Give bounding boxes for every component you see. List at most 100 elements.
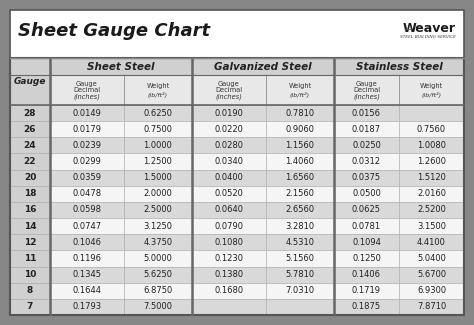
Bar xyxy=(266,121,334,137)
Bar xyxy=(192,202,266,218)
Bar xyxy=(124,75,192,105)
Bar xyxy=(10,299,50,315)
Bar xyxy=(124,202,192,218)
Bar xyxy=(266,299,334,315)
Bar xyxy=(399,299,464,315)
Bar xyxy=(10,250,50,266)
Bar xyxy=(50,250,124,266)
Text: 4.3750: 4.3750 xyxy=(144,238,173,247)
Bar xyxy=(50,186,124,202)
Text: 22: 22 xyxy=(24,157,36,166)
Text: Sheet Steel: Sheet Steel xyxy=(87,61,155,72)
Bar xyxy=(192,299,266,315)
Text: 14: 14 xyxy=(24,222,36,231)
Text: Decimal: Decimal xyxy=(353,87,380,93)
Text: 5.6250: 5.6250 xyxy=(144,270,173,279)
Bar xyxy=(50,218,124,234)
Bar xyxy=(266,250,334,266)
Text: STEEL BUILDING SERVICE: STEEL BUILDING SERVICE xyxy=(400,35,456,39)
Text: 0.0500: 0.0500 xyxy=(352,189,381,198)
Text: Gauge: Gauge xyxy=(356,81,377,87)
Text: 0.1380: 0.1380 xyxy=(214,270,244,279)
Bar xyxy=(192,105,266,121)
Text: 11: 11 xyxy=(24,254,36,263)
Text: (lb/ft²): (lb/ft²) xyxy=(290,92,310,98)
Text: —: — xyxy=(404,25,412,34)
Text: 0.1080: 0.1080 xyxy=(215,238,244,247)
Text: 0.7810: 0.7810 xyxy=(285,109,315,118)
Bar xyxy=(334,121,399,137)
Text: 0.0340: 0.0340 xyxy=(215,157,244,166)
Bar xyxy=(266,170,334,186)
Bar xyxy=(50,202,124,218)
Text: 26: 26 xyxy=(24,125,36,134)
Bar xyxy=(266,153,334,170)
Text: 0.0299: 0.0299 xyxy=(73,157,101,166)
Bar xyxy=(399,283,464,299)
Bar xyxy=(266,234,334,250)
Bar xyxy=(192,170,266,186)
Bar xyxy=(50,58,192,75)
Text: 0.0400: 0.0400 xyxy=(215,173,244,182)
Text: 1.5120: 1.5120 xyxy=(417,173,446,182)
Text: 1.4060: 1.4060 xyxy=(285,157,315,166)
Bar xyxy=(334,250,399,266)
Text: 6.8750: 6.8750 xyxy=(143,286,173,295)
Bar xyxy=(50,283,124,299)
Text: 0.0640: 0.0640 xyxy=(215,205,244,214)
Bar xyxy=(399,234,464,250)
Bar xyxy=(124,137,192,153)
Bar xyxy=(399,250,464,266)
Bar xyxy=(10,105,50,121)
Text: 28: 28 xyxy=(24,109,36,118)
Bar xyxy=(10,121,50,137)
Text: 0.1046: 0.1046 xyxy=(73,238,101,247)
Bar xyxy=(192,234,266,250)
Text: 24: 24 xyxy=(24,141,36,150)
Text: 0.1680: 0.1680 xyxy=(214,286,244,295)
Text: 0.1793: 0.1793 xyxy=(73,303,101,311)
Text: 2.5000: 2.5000 xyxy=(144,205,173,214)
Bar xyxy=(334,105,399,121)
Text: 0.1719: 0.1719 xyxy=(352,286,381,295)
Text: 0.0239: 0.0239 xyxy=(73,141,101,150)
Text: 1.1560: 1.1560 xyxy=(285,141,315,150)
Bar xyxy=(192,153,266,170)
Text: 0.0190: 0.0190 xyxy=(215,109,244,118)
Bar xyxy=(50,105,124,121)
Bar xyxy=(192,250,266,266)
Text: (inches): (inches) xyxy=(216,94,242,100)
Text: 1.6560: 1.6560 xyxy=(285,173,315,182)
Text: 7.0310: 7.0310 xyxy=(285,286,315,295)
Text: 0.0520: 0.0520 xyxy=(215,189,244,198)
Bar xyxy=(334,283,399,299)
Bar xyxy=(192,186,266,202)
Text: Weight: Weight xyxy=(146,83,170,89)
Bar xyxy=(124,283,192,299)
Bar xyxy=(192,283,266,299)
Text: 0.0625: 0.0625 xyxy=(352,205,381,214)
Bar xyxy=(399,202,464,218)
Text: 3.1500: 3.1500 xyxy=(417,222,446,231)
Bar xyxy=(10,137,50,153)
Text: 3.1250: 3.1250 xyxy=(144,222,173,231)
Bar xyxy=(50,299,124,315)
Text: Decimal: Decimal xyxy=(73,87,100,93)
Bar xyxy=(266,283,334,299)
Bar xyxy=(266,137,334,153)
Text: (lb/ft²): (lb/ft²) xyxy=(148,92,168,98)
Bar xyxy=(334,202,399,218)
Text: 0.1406: 0.1406 xyxy=(352,270,381,279)
Bar xyxy=(50,266,124,283)
Text: 0.1250: 0.1250 xyxy=(352,254,381,263)
Bar xyxy=(124,299,192,315)
Bar xyxy=(334,299,399,315)
Bar xyxy=(10,202,50,218)
Text: Weight: Weight xyxy=(288,83,311,89)
Text: Weight: Weight xyxy=(420,83,443,89)
Text: 8: 8 xyxy=(27,286,33,295)
Bar xyxy=(124,121,192,137)
Text: 0.0747: 0.0747 xyxy=(73,222,101,231)
Bar xyxy=(334,75,399,105)
Bar xyxy=(10,234,50,250)
